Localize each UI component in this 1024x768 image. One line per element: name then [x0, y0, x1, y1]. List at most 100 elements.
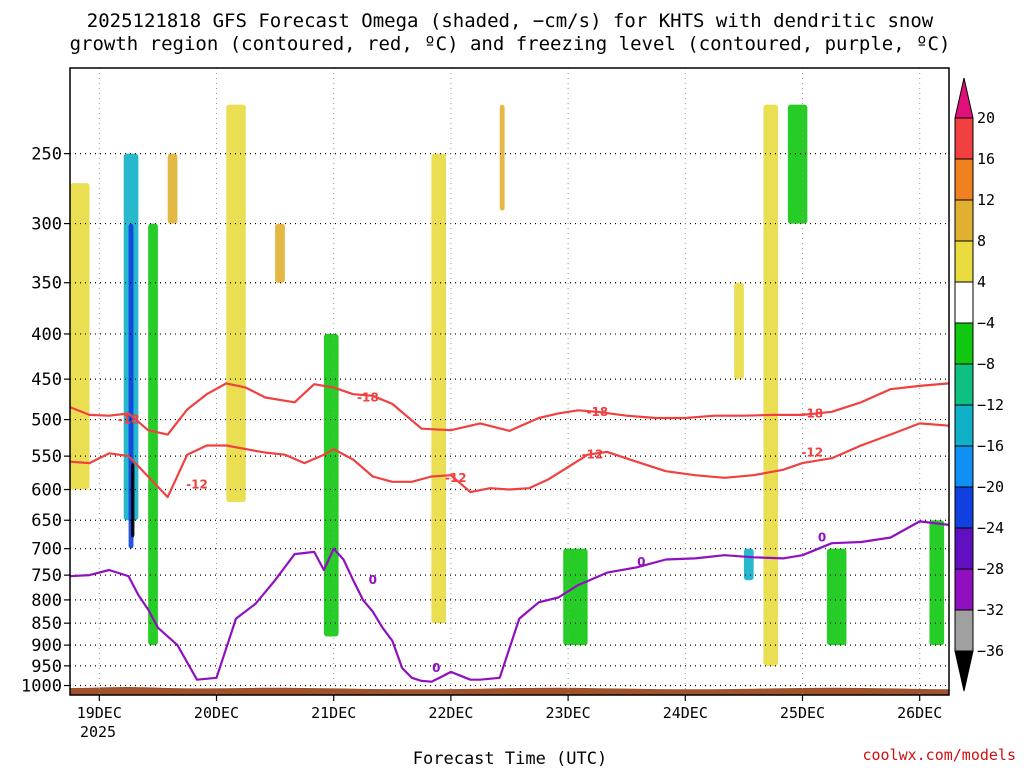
contour-lines — [69, 382, 950, 683]
contour-label-2: -18 — [587, 405, 609, 419]
contour-labels: -18 -18 -18 -18 -12 -12 -12 -12 0 0 0 0 — [118, 390, 826, 674]
contour-label-11: 0 — [818, 531, 826, 545]
colorbar-top-arrow — [954, 77, 974, 119]
colorbar-label-1: 16 — [977, 150, 995, 168]
contour-label-0: -18 — [118, 413, 140, 427]
omega-feature-4 — [148, 223, 158, 646]
y-tick-label-800: 800 — [31, 591, 62, 611]
colorbar-band-11 — [954, 527, 974, 570]
colorbar-label-12: −32 — [977, 601, 1004, 619]
colorbar-label-5: −4 — [977, 314, 995, 332]
omega-feature-10 — [499, 104, 505, 211]
y-tick-label-900: 900 — [31, 636, 62, 656]
x-tick-label-24DEC: 24DEC — [663, 704, 708, 722]
colorbar: 20 16 12 8 4 −4 −8 −12 −16 −20 −24 −28 −32 −36 — [954, 77, 1004, 692]
omega-feature-6 — [226, 104, 246, 503]
omega-feature-0 — [70, 183, 90, 490]
source-credit: coolwx.com/models — [862, 746, 1016, 764]
colorbar-label-9: −20 — [977, 478, 1004, 496]
omega-feature-13 — [734, 282, 744, 380]
colorbar-label-0: 20 — [977, 109, 995, 127]
colorbar-band-9 — [954, 445, 974, 488]
chart-title: 2025121818 GFS Forecast Omega (shaded, −… — [70, 10, 951, 55]
omega-feature-8 — [323, 333, 339, 637]
colorbar-band-8 — [954, 404, 974, 447]
omega-feature-17 — [929, 520, 945, 646]
omega-feature-9 — [431, 153, 447, 624]
omega-feature-3 — [131, 463, 135, 538]
contour-label-8: 0 — [369, 573, 377, 587]
x-tick-label-22DEC: 22DEC — [428, 704, 473, 722]
y-tick-label-950: 950 — [31, 657, 62, 677]
colorbar-label-3: 8 — [977, 232, 986, 250]
y-tick-label-250: 250 — [31, 145, 62, 165]
colorbar-band-4 — [954, 240, 974, 283]
colorbar-band-10 — [954, 486, 974, 529]
colorbar-band-2 — [954, 158, 974, 201]
colorbar-label-10: −24 — [977, 519, 1004, 537]
y-tick-label-1000: 1000 — [21, 677, 62, 697]
title-line-1: 2025121818 GFS Forecast Omega (shaded, −… — [87, 10, 934, 32]
colorbar-band-12 — [954, 568, 974, 611]
y-tick-label-850: 850 — [31, 614, 62, 634]
colorbar-band-13 — [954, 609, 974, 652]
y-tick-label-400: 400 — [31, 325, 62, 345]
contour-label-5: -12 — [445, 471, 467, 485]
y-tick-label-350: 350 — [31, 274, 62, 294]
x-axis-title: Forecast Time (UTC) — [413, 749, 607, 768]
title-line-2: growth region (contoured, red, ºC) and f… — [70, 33, 951, 55]
x-axis: 19DEC 20DEC 21DEC 22DEC 23DEC 24DEC 25DEC 26DEC — [77, 695, 942, 722]
x-tick-label-21DEC: 21DEC — [311, 704, 356, 722]
plot-frame — [69, 67, 950, 696]
colorbar-bottom-arrow — [954, 650, 974, 692]
contour-label-7: -12 — [801, 446, 823, 460]
y-tick-label-550: 550 — [31, 447, 62, 467]
x-tick-label-19DEC: 19DEC — [77, 704, 122, 722]
omega-shading-layer — [70, 104, 945, 666]
omega-feature-7 — [275, 223, 285, 283]
contour-label-9: 0 — [432, 661, 440, 675]
x-tick-label-26DEC: 26DEC — [897, 704, 942, 722]
contour-label-10: 0 — [637, 555, 645, 569]
y-tick-label-500: 500 — [31, 411, 62, 431]
contour-label-4: -12 — [186, 477, 208, 491]
x-tick-label-23DEC: 23DEC — [546, 704, 591, 722]
colorbar-label-8: −16 — [977, 437, 1004, 455]
x-year-label: 2025 — [80, 723, 116, 741]
x-tick-label-20DEC: 20DEC — [194, 704, 239, 722]
y-tick-label-700: 700 — [31, 540, 62, 560]
colorbar-label-2: 12 — [977, 191, 995, 209]
colorbar-band-6 — [954, 322, 974, 365]
contour-label-1: -18 — [357, 390, 379, 404]
y-axis: 2503003504004505005506006507007508008509… — [21, 145, 70, 697]
omega-feature-5 — [167, 153, 178, 224]
omega-feature-14 — [763, 104, 779, 666]
y-tick-label-650: 650 — [31, 511, 62, 531]
omega-feature-15 — [787, 104, 808, 224]
omega-feature-11 — [563, 548, 588, 646]
contour-line-2 — [69, 520, 950, 683]
colorbar-band-3 — [954, 199, 974, 242]
colorbar-band-7 — [954, 363, 974, 406]
colorbar-label-13: −36 — [977, 642, 1004, 660]
colorbar-band-5 — [954, 281, 974, 324]
omega-feature-16 — [826, 548, 847, 646]
plot-background — [70, 68, 949, 695]
colorbar-label-11: −28 — [977, 560, 1004, 578]
colorbar-band-1 — [954, 117, 974, 160]
contour-line-1 — [69, 422, 950, 499]
contour-line-0 — [69, 382, 950, 436]
colorbar-label-6: −8 — [977, 355, 995, 373]
contour-label-3: -18 — [801, 406, 823, 420]
surface-terrain — [70, 687, 949, 695]
contour-label-6: -12 — [582, 448, 604, 462]
y-tick-label-450: 450 — [31, 370, 62, 390]
y-tick-label-300: 300 — [31, 215, 62, 235]
x-tick-label-25DEC: 25DEC — [780, 704, 825, 722]
y-tick-label-600: 600 — [31, 481, 62, 501]
colorbar-label-4: 4 — [977, 273, 986, 291]
y-tick-label-750: 750 — [31, 566, 62, 586]
colorbar-label-7: −12 — [977, 396, 1004, 414]
surface-area — [70, 687, 949, 695]
